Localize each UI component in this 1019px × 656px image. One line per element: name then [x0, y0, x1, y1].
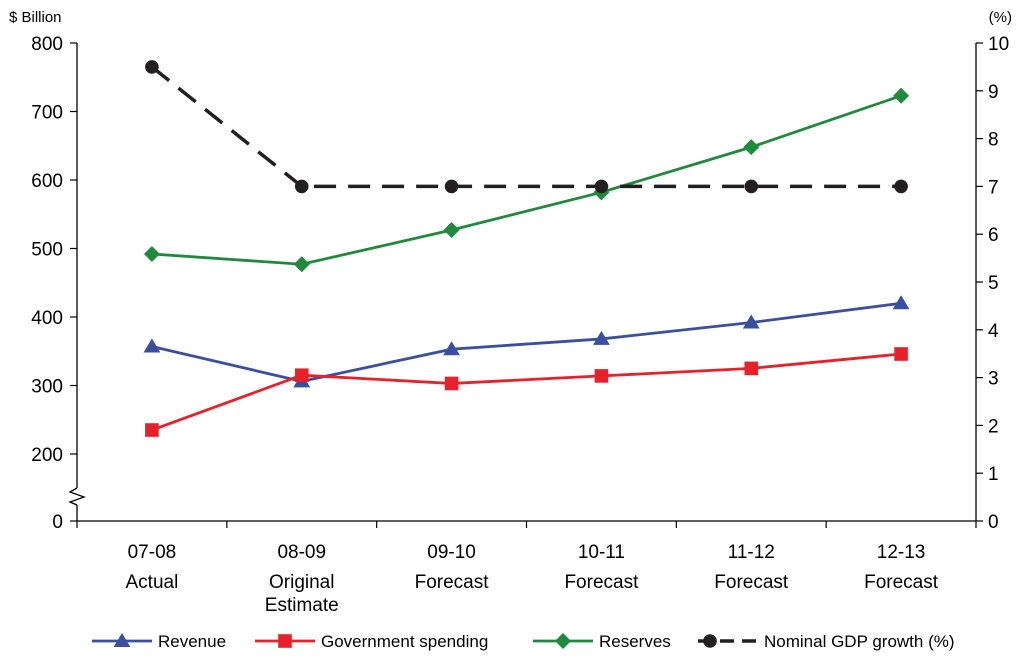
data-point: [594, 179, 609, 194]
data-point: [143, 338, 161, 353]
data-point: [444, 376, 459, 391]
right-tick-label: 7: [988, 177, 999, 198]
data-point: [443, 341, 460, 356]
category-label: 07-08 Actual: [126, 542, 179, 593]
category-label-line: 07-08: [128, 542, 177, 563]
right-tick-label: 3: [988, 369, 999, 390]
right-tick-label: 0: [988, 512, 999, 533]
right-tick-label: 5: [988, 273, 999, 294]
left-tick-label: 700: [31, 103, 63, 124]
data-point: [444, 179, 459, 194]
data-point: [743, 139, 760, 156]
right-tick-label: 1: [988, 464, 999, 485]
data-point: [742, 314, 760, 329]
right-axis-unit: (%): [989, 9, 1012, 26]
right-tick-label: 2: [988, 416, 999, 437]
data-point: [894, 347, 908, 361]
data-point: [443, 222, 460, 239]
category-label: 12-13 Forecast: [864, 542, 939, 593]
right-tick-label: 4: [988, 321, 999, 342]
category-label-line: Forecast: [564, 572, 639, 593]
category-label-line: Original: [269, 572, 334, 593]
left-tick-label: 600: [31, 171, 63, 192]
data-point: [894, 179, 908, 194]
category-label-line: Estimate: [265, 595, 339, 616]
legend-label: Reserves: [599, 632, 671, 651]
legend-label: Government spending: [321, 632, 488, 651]
left-tick-label: 300: [31, 377, 63, 398]
legend-swatch-marker: [278, 634, 292, 648]
left-tick-label: 500: [31, 240, 63, 261]
data-point: [294, 368, 309, 383]
category-label-line: 09-10: [427, 542, 476, 563]
legend-label: Nominal GDP growth (%): [764, 632, 955, 651]
series-line-1: [151, 352, 902, 432]
series-line-0: [151, 301, 902, 383]
category-label-line: Forecast: [415, 572, 490, 593]
category-label: 08-09 Original Estimate: [265, 542, 339, 616]
category-label-line: Forecast: [864, 572, 939, 593]
right-tick-label: 6: [988, 225, 999, 246]
category-label-line: 11-12: [728, 542, 775, 563]
legend-swatch-marker: [113, 633, 131, 647]
right-tick-label: 8: [988, 130, 999, 151]
category-label-line: 08-09: [277, 542, 326, 563]
data-point: [893, 87, 910, 104]
legend-swatch-marker: [555, 633, 571, 649]
data-point: [744, 361, 759, 376]
data-point: [293, 256, 310, 273]
left-tick-label: 800: [31, 34, 63, 55]
data-point: [892, 295, 910, 310]
legend-label: Revenue: [158, 632, 226, 651]
right-tick-label: 9: [988, 82, 999, 103]
category-label: 10-11 Forecast: [564, 542, 639, 593]
data-point: [593, 330, 610, 345]
axis-break-mark: [68, 487, 86, 506]
data-point: [145, 60, 159, 74]
legend-swatch-marker: [703, 634, 717, 648]
right-tick-label: 10: [988, 34, 1009, 55]
category-label-line: 12-13: [877, 542, 926, 563]
data-point: [744, 179, 759, 194]
category-label: 11-12 Forecast: [714, 542, 789, 593]
category-label: 09-10 Forecast: [415, 542, 490, 593]
data-point: [145, 423, 159, 437]
category-label-line: Actual: [126, 572, 179, 593]
left-tick-label: 400: [31, 308, 63, 329]
series-line-3: [150, 65, 902, 189]
category-label-line: Forecast: [714, 572, 789, 593]
category-label-line: 10-11: [578, 542, 625, 563]
series-line-2: [151, 94, 902, 266]
left-axis-unit: $ Billion: [9, 9, 62, 26]
data-point: [143, 245, 160, 262]
data-point: [594, 369, 609, 383]
left-tick-label: 0: [52, 512, 63, 533]
data-point: [294, 179, 309, 194]
left-tick-label: 200: [31, 445, 63, 466]
